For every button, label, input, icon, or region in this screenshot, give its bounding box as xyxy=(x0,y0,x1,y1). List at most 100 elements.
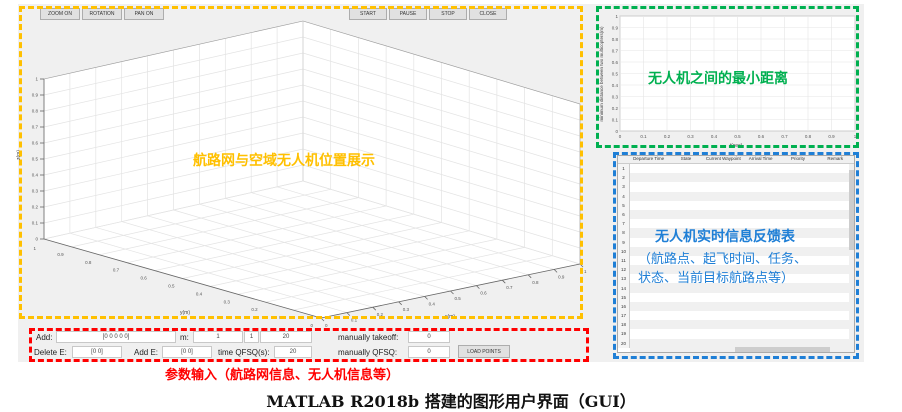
y-tick-label: 0.6 xyxy=(612,60,619,65)
x-tick-label: 0.9 xyxy=(558,274,565,279)
add-input[interactable]: [0 0 0 0 0] xyxy=(56,331,176,343)
x-tick-label: 0.3 xyxy=(687,134,694,139)
y-tick-label: 0.5 xyxy=(612,72,619,77)
z-tick-label: 1 xyxy=(35,77,38,82)
table-row[interactable]: 19 xyxy=(618,329,854,339)
table-row[interactable]: 16 xyxy=(618,301,854,311)
table-row[interactable]: 17 xyxy=(618,311,854,321)
x-tick xyxy=(553,269,558,273)
uav-info-table[interactable]: Departure Time State Current Waypoint Ar… xyxy=(617,155,855,353)
table-row[interactable]: 12 xyxy=(618,265,854,275)
table-row[interactable]: 10 xyxy=(618,246,854,256)
x-tick-label: 0.8 xyxy=(532,280,539,285)
x-tick xyxy=(372,306,377,311)
y-tick-label: 0.7 xyxy=(113,268,120,273)
y-tick-label: 1 xyxy=(615,14,618,19)
z-tick-label: 0.1 xyxy=(32,221,39,226)
z-tick-label: 0.6 xyxy=(32,141,39,146)
table-row[interactable]: 8 xyxy=(618,228,854,238)
table-row[interactable]: 5 xyxy=(618,200,854,210)
x-tick-label: 0.1 xyxy=(351,318,358,323)
row-number: 12 xyxy=(618,265,630,275)
col-current-waypoint[interactable]: Current Waypoint xyxy=(705,156,741,161)
vertical-scrollbar[interactable] xyxy=(849,164,854,346)
x-tick-label: 0.6 xyxy=(480,291,487,296)
table-row[interactable]: 13 xyxy=(618,274,854,284)
table-row[interactable]: 9 xyxy=(618,237,854,247)
m-input[interactable]: 1 xyxy=(193,331,243,343)
x-tick-label: 0.8 xyxy=(805,134,812,139)
load-points-button[interactable]: LOAD POINTS xyxy=(458,345,510,358)
y-tick-label: 0.5 xyxy=(168,284,175,289)
add-e-label: Add E: xyxy=(134,348,159,357)
y-tick-label: 0.9 xyxy=(57,252,64,257)
x-tick-label: 0.2 xyxy=(377,312,384,317)
table-row[interactable]: 6 xyxy=(618,209,854,220)
grid-line xyxy=(127,205,387,264)
m-input-2[interactable]: 1 xyxy=(244,331,259,343)
x-tick xyxy=(398,301,402,306)
x-tick xyxy=(476,285,480,289)
manual-qfsq-label: manually QFSQ: xyxy=(338,348,398,357)
table-row[interactable]: 1 xyxy=(618,164,854,174)
grid-line xyxy=(43,180,304,240)
takeoff-input[interactable]: 0 xyxy=(408,331,450,343)
y-tick-label: 0.3 xyxy=(224,299,231,304)
row-number: 15 xyxy=(618,292,630,302)
grid-line xyxy=(276,186,555,270)
plot-annotation: 航路网与空域无人机位置展示 xyxy=(193,153,375,169)
table-row[interactable]: 4 xyxy=(618,191,854,201)
grid-line xyxy=(251,192,529,276)
x-tick xyxy=(450,290,454,295)
row-number: 5 xyxy=(618,200,630,210)
grid-line xyxy=(302,180,581,265)
z-tick-label: 0.4 xyxy=(32,173,39,178)
row-number: 4 xyxy=(618,191,630,201)
delete-e-input[interactable]: [0 0] xyxy=(72,346,122,358)
horizontal-scrollbar[interactable] xyxy=(630,347,854,352)
x-tick-label: 0.7 xyxy=(781,134,788,139)
x-axis-label: x(m) xyxy=(445,314,455,320)
col-departure-time[interactable]: Departure Time xyxy=(633,156,665,161)
y-tick-label: 0.4 xyxy=(612,83,619,88)
col-remark[interactable]: Remark xyxy=(827,156,844,161)
table-row[interactable]: 15 xyxy=(618,292,854,302)
table-row[interactable]: 7 xyxy=(618,219,854,229)
y-tick-label: 0 xyxy=(310,323,313,328)
manual-qfsq-input[interactable]: 0 xyxy=(408,346,450,358)
x-tick-label: 0.5 xyxy=(734,134,741,139)
table-row[interactable]: 11 xyxy=(618,255,854,266)
y-tick-label: 0.4 xyxy=(196,291,203,296)
min-distance-plot[interactable]: 00 0.1 0.1 0.2 0.2 0.3 0.3 0.4 0.4 0.5 0.5 0.6 0.6 0.… xyxy=(598,6,860,151)
grid-line xyxy=(225,198,503,281)
y-tick-label: 0.7 xyxy=(612,49,619,54)
add-e-input[interactable]: [0 0] xyxy=(162,346,212,358)
z-tick-label: 0.8 xyxy=(32,109,39,114)
x-tick xyxy=(527,274,532,279)
add-label: Add: xyxy=(36,333,53,342)
x-tick-label: 0.5 xyxy=(455,296,462,301)
table-row[interactable]: 2 xyxy=(618,173,854,183)
row-number: 19 xyxy=(618,329,630,339)
row-number: 1 xyxy=(618,164,630,174)
table-row[interactable]: 14 xyxy=(618,283,854,293)
col-priority[interactable]: Priority xyxy=(790,156,805,161)
y-tick-label: 0.3 xyxy=(612,95,619,100)
table-row[interactable]: 20 xyxy=(618,338,854,348)
z-tick-label: 0.2 xyxy=(32,205,39,210)
row-number: 10 xyxy=(618,246,630,256)
y-tick-label: 0.1 xyxy=(612,118,619,123)
y-tick-label: 0.2 xyxy=(251,307,258,312)
grid-line xyxy=(71,188,331,248)
time-qfsq-input[interactable]: 20 xyxy=(274,346,312,358)
col-arrival-time[interactable]: Arrival Time xyxy=(748,156,773,161)
row-number: 3 xyxy=(618,182,630,192)
distance-x-label: t(sec) xyxy=(730,143,743,149)
m-input-3[interactable]: 20 xyxy=(260,331,312,343)
table-row[interactable]: 3 xyxy=(618,182,854,192)
row-number: 18 xyxy=(618,320,630,330)
x-tick-label: 1 xyxy=(854,134,857,139)
y-axis xyxy=(43,238,322,319)
col-state[interactable]: State xyxy=(680,156,692,161)
table-row[interactable]: 18 xyxy=(618,320,854,330)
